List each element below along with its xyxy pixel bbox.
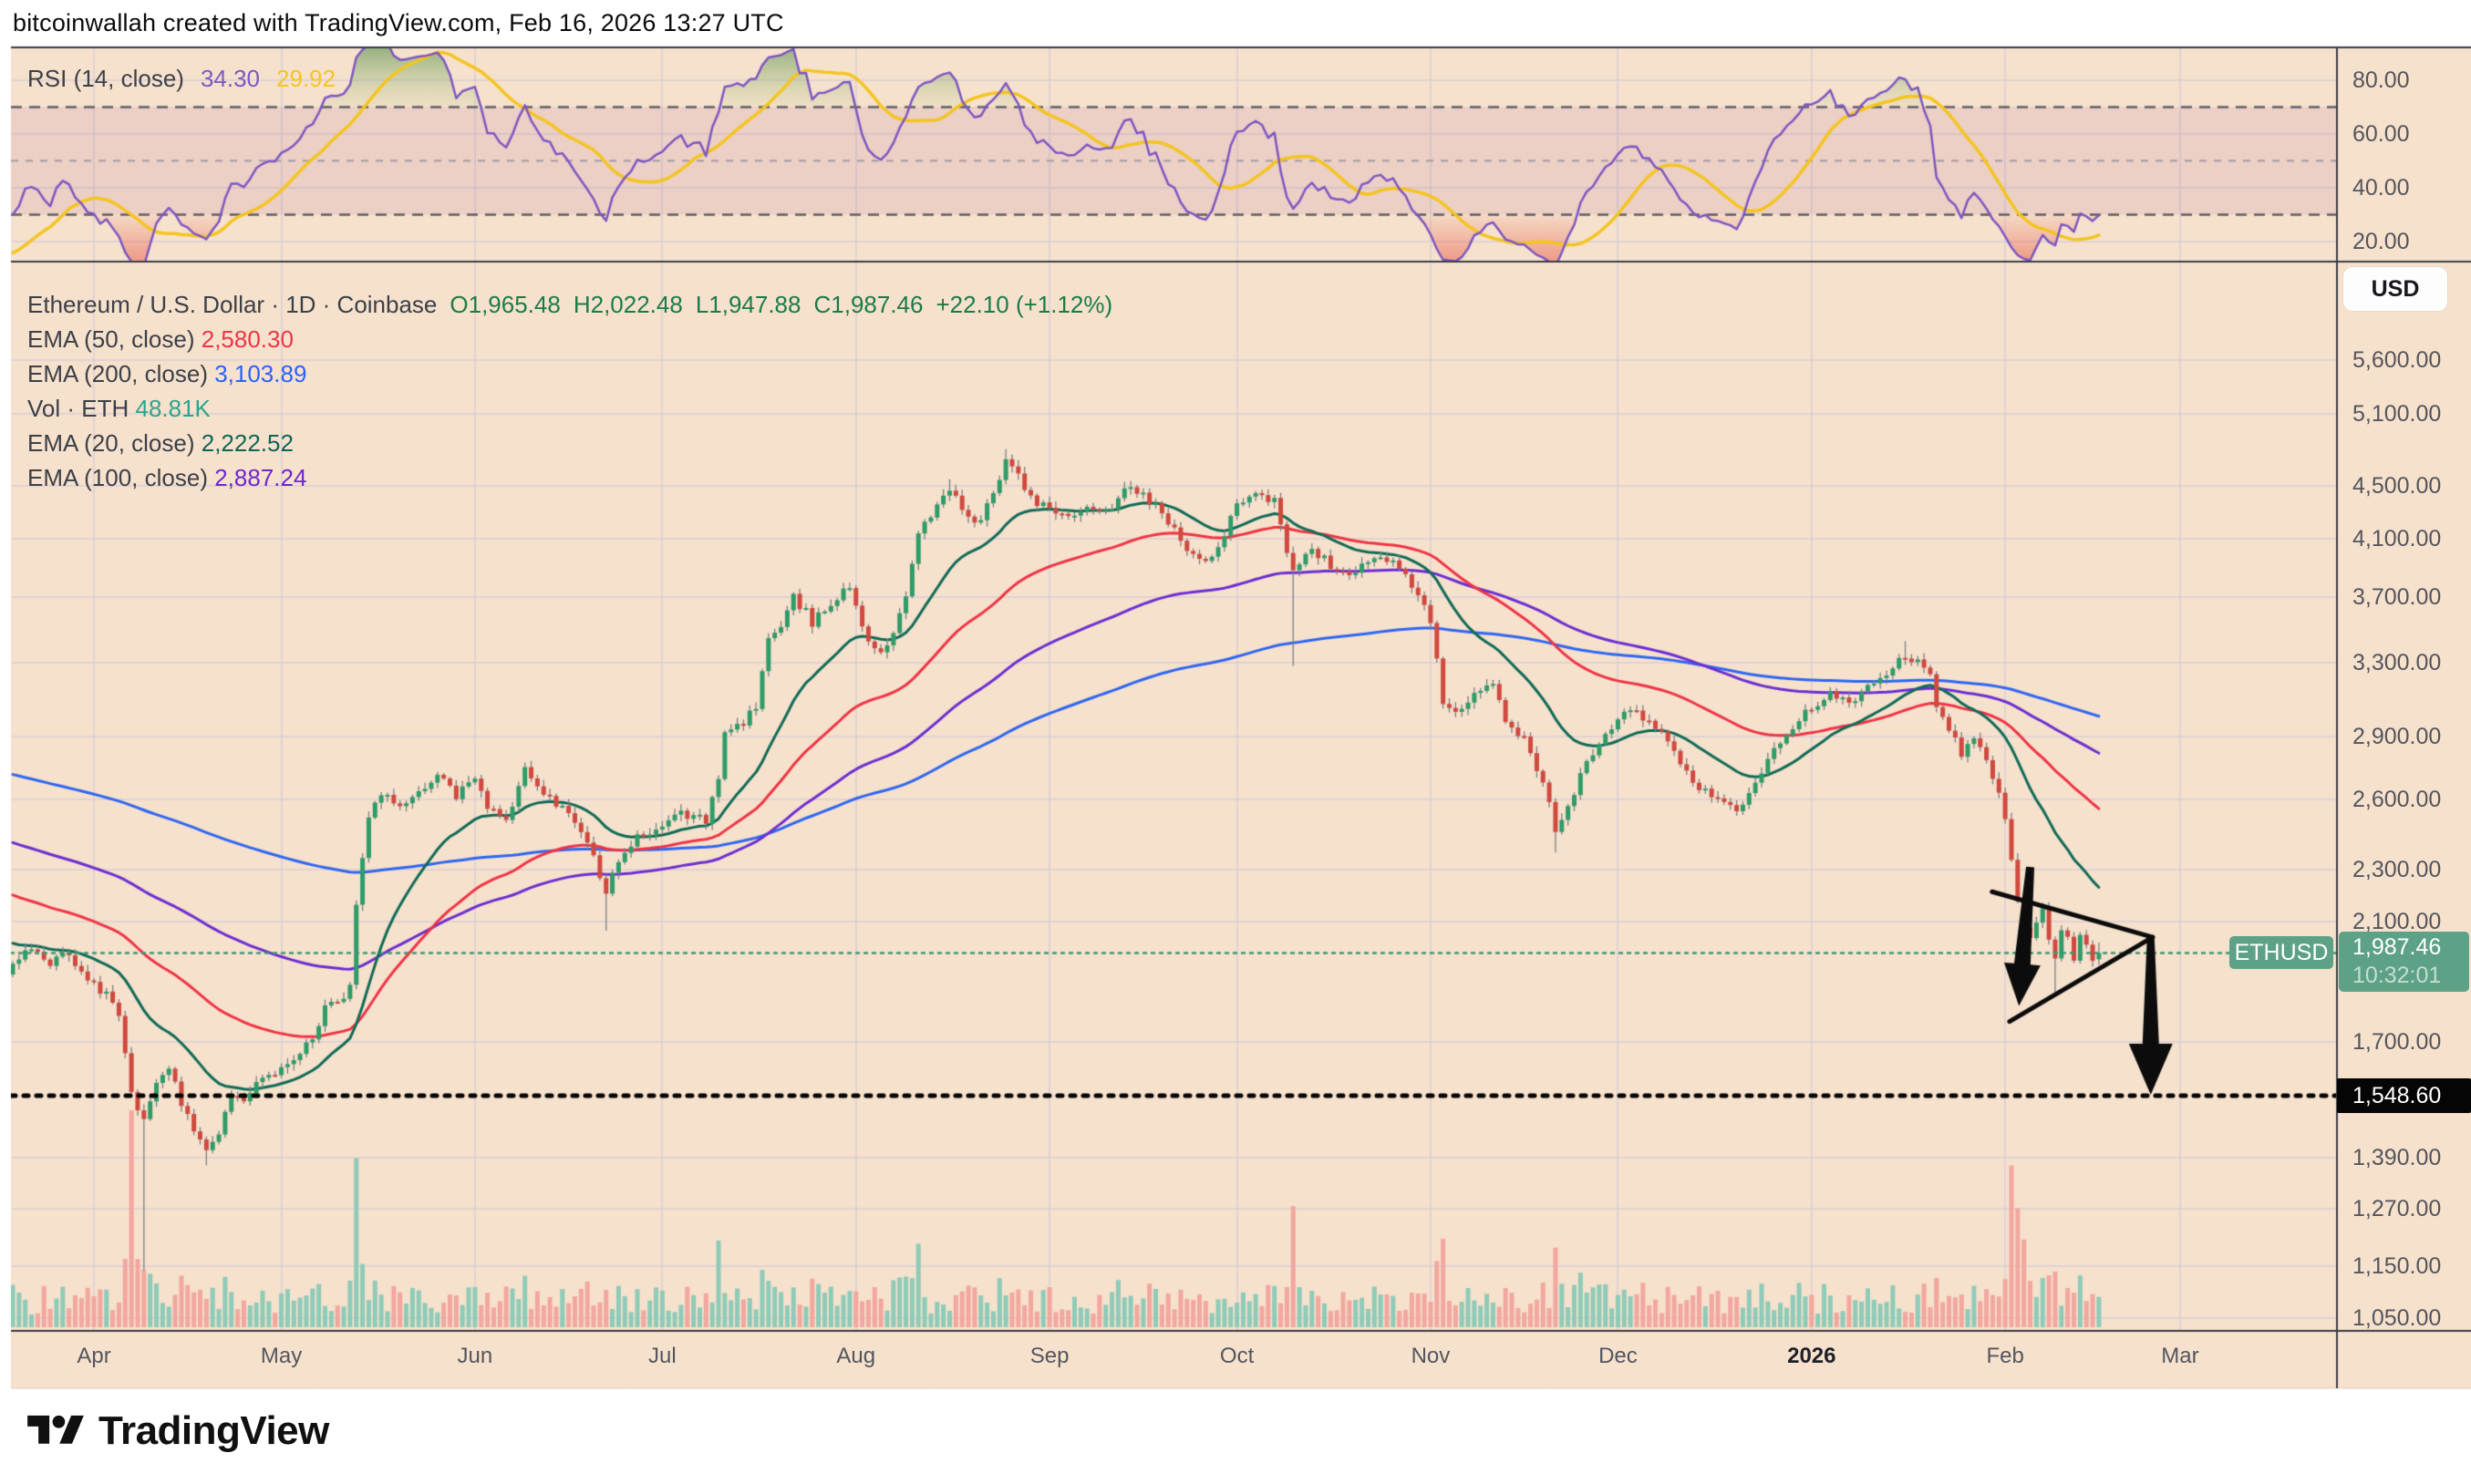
rsi-value: 34.30	[200, 65, 261, 92]
rsi-tick-label: 40.00	[2352, 175, 2410, 201]
tradingview-brand-text: TradingView	[98, 1408, 329, 1453]
indicator-label: EMA (200, close)	[27, 360, 215, 387]
tradingview-logo[interactable]: TradingView	[27, 1408, 329, 1454]
symbol-label-badge: ETHUSD	[2229, 936, 2333, 969]
price-tick-label: 3,300.00	[2352, 650, 2442, 675]
indicator-value: 2,887.24	[214, 464, 307, 491]
footer-bar: TradingView	[27, 1408, 329, 1454]
price-scale-axis[interactable]: USD 5,600.00 5,100.00 4,500.00 4,100.00 3,70…	[2337, 47, 2471, 1388]
time-axis-label: Feb	[1986, 1344, 2024, 1368]
price-tick-label: 3,700.00	[2352, 584, 2442, 610]
indicator-legend-row[interactable]: EMA (200, close) 3,103.89	[27, 356, 1112, 391]
indicator-legend-row[interactable]: EMA (20, close) 2,222.52	[27, 426, 1112, 460]
symbol-label: ETHUSD	[2234, 940, 2329, 965]
current-price-value: 1,987.46	[2352, 934, 2442, 960]
indicator-label: EMA (20, close)	[27, 429, 202, 457]
time-axis-label: Apr	[77, 1344, 111, 1368]
time-axis-label: Jun	[457, 1344, 493, 1368]
price-tick-label: 1,700.00	[2352, 1029, 2442, 1055]
indicator-legend-row[interactable]: Vol · ETH 48.81K	[27, 391, 1112, 426]
time-axis-label: Sep	[1029, 1344, 1070, 1368]
bar-countdown: 10:32:01	[2352, 963, 2442, 988]
time-axis-label: Aug	[836, 1344, 876, 1368]
rsi-ma-value: 29.92	[276, 65, 336, 92]
price-tick-label: 2,100.00	[2352, 909, 2442, 934]
indicator-label: EMA (100, close)	[27, 464, 215, 491]
indicator-legend-rows: EMA (50, close) 2,580.30 EMA (200, close)…	[27, 322, 1112, 495]
time-axis-label: Dec	[1598, 1344, 1638, 1368]
support-level-badge: 1,548.60	[2337, 1078, 2471, 1113]
attribution-text: bitcoinwallah created with TradingView.c…	[13, 9, 784, 36]
price-tick-label: 2,600.00	[2352, 787, 2442, 812]
ohlc-value: O1,965.48	[450, 291, 561, 318]
indicator-value: 48.81K	[135, 395, 211, 422]
ohlc-value: L1,947.88	[695, 291, 801, 318]
tradingview-logo-icon	[27, 1415, 84, 1444]
price-tick-label: 1,270.00	[2352, 1196, 2442, 1221]
time-axis-label: Nov	[1411, 1344, 1451, 1368]
support-level-value: 1,548.60	[2352, 1083, 2442, 1108]
indicator-legend-row[interactable]: EMA (50, close) 2,580.30	[27, 322, 1112, 356]
price-tick-label: 2,900.00	[2352, 724, 2442, 749]
price-tick-label: 1,390.00	[2352, 1145, 2442, 1170]
usd-currency-button[interactable]: USD	[2343, 267, 2447, 311]
current-price-badge: 1,987.46 10:32:01	[2339, 932, 2469, 992]
symbol-title: Ethereum / U.S. Dollar · 1D · Coinbase	[27, 291, 438, 318]
indicator-value: 3,103.89	[214, 360, 307, 387]
rsi-legend[interactable]: RSI (14, close) 34.30 29.92	[27, 65, 336, 93]
time-axis-label: 2026	[1787, 1344, 1836, 1368]
rsi-tick-label: 20.00	[2352, 229, 2410, 254]
header-bar: bitcoinwallah created with TradingView.c…	[13, 9, 784, 37]
price-tick-label: 1,050.00	[2352, 1305, 2442, 1331]
indicator-legend-row[interactable]: EMA (100, close) 2,887.24	[27, 460, 1112, 495]
usd-button-label: USD	[2371, 276, 2420, 302]
time-axis-label: Jul	[648, 1344, 677, 1368]
time-axis-label: Oct	[1219, 1344, 1255, 1368]
price-tick-label: 2,300.00	[2352, 857, 2442, 882]
indicator-value: 2,222.52	[201, 429, 294, 457]
indicator-label: EMA (50, close)	[27, 325, 202, 353]
ohlc-value: H2,022.48	[573, 291, 683, 318]
ohlc-values: O1,965.48 H2,022.48 L1,947.88 C1,987.46 +22.…	[437, 291, 1112, 318]
time-axis-label: May	[260, 1344, 303, 1368]
price-tick-label: 4,500.00	[2352, 473, 2442, 499]
price-tick-label: 5,600.00	[2352, 347, 2442, 373]
ohlc-value: +22.10 (+1.12%)	[936, 291, 1113, 318]
price-tick-label: 1,150.00	[2352, 1253, 2442, 1279]
rsi-tick-label: 60.00	[2352, 121, 2410, 147]
price-tick-label: 4,100.00	[2352, 526, 2442, 551]
ohlc-value: C1,987.46	[813, 291, 924, 318]
main-legend: Ethereum / U.S. Dollar · 1D · Coinbase O1…	[27, 287, 1112, 495]
time-axis-label: Mar	[2161, 1344, 2199, 1368]
symbol-title-row[interactable]: Ethereum / U.S. Dollar · 1D · Coinbase O1…	[27, 287, 1112, 322]
indicator-value: 2,580.30	[201, 325, 294, 353]
price-tick-label: 5,100.00	[2352, 401, 2442, 427]
rsi-legend-label: RSI (14, close)	[27, 65, 184, 92]
indicator-label: Vol · ETH	[27, 395, 136, 422]
rsi-tick-label: 80.00	[2352, 67, 2410, 93]
time-scale-axis[interactable]: Apr May Jun Jul Aug Sep Oct Nov Dec 2026 Feb Mar	[11, 1333, 2337, 1386]
